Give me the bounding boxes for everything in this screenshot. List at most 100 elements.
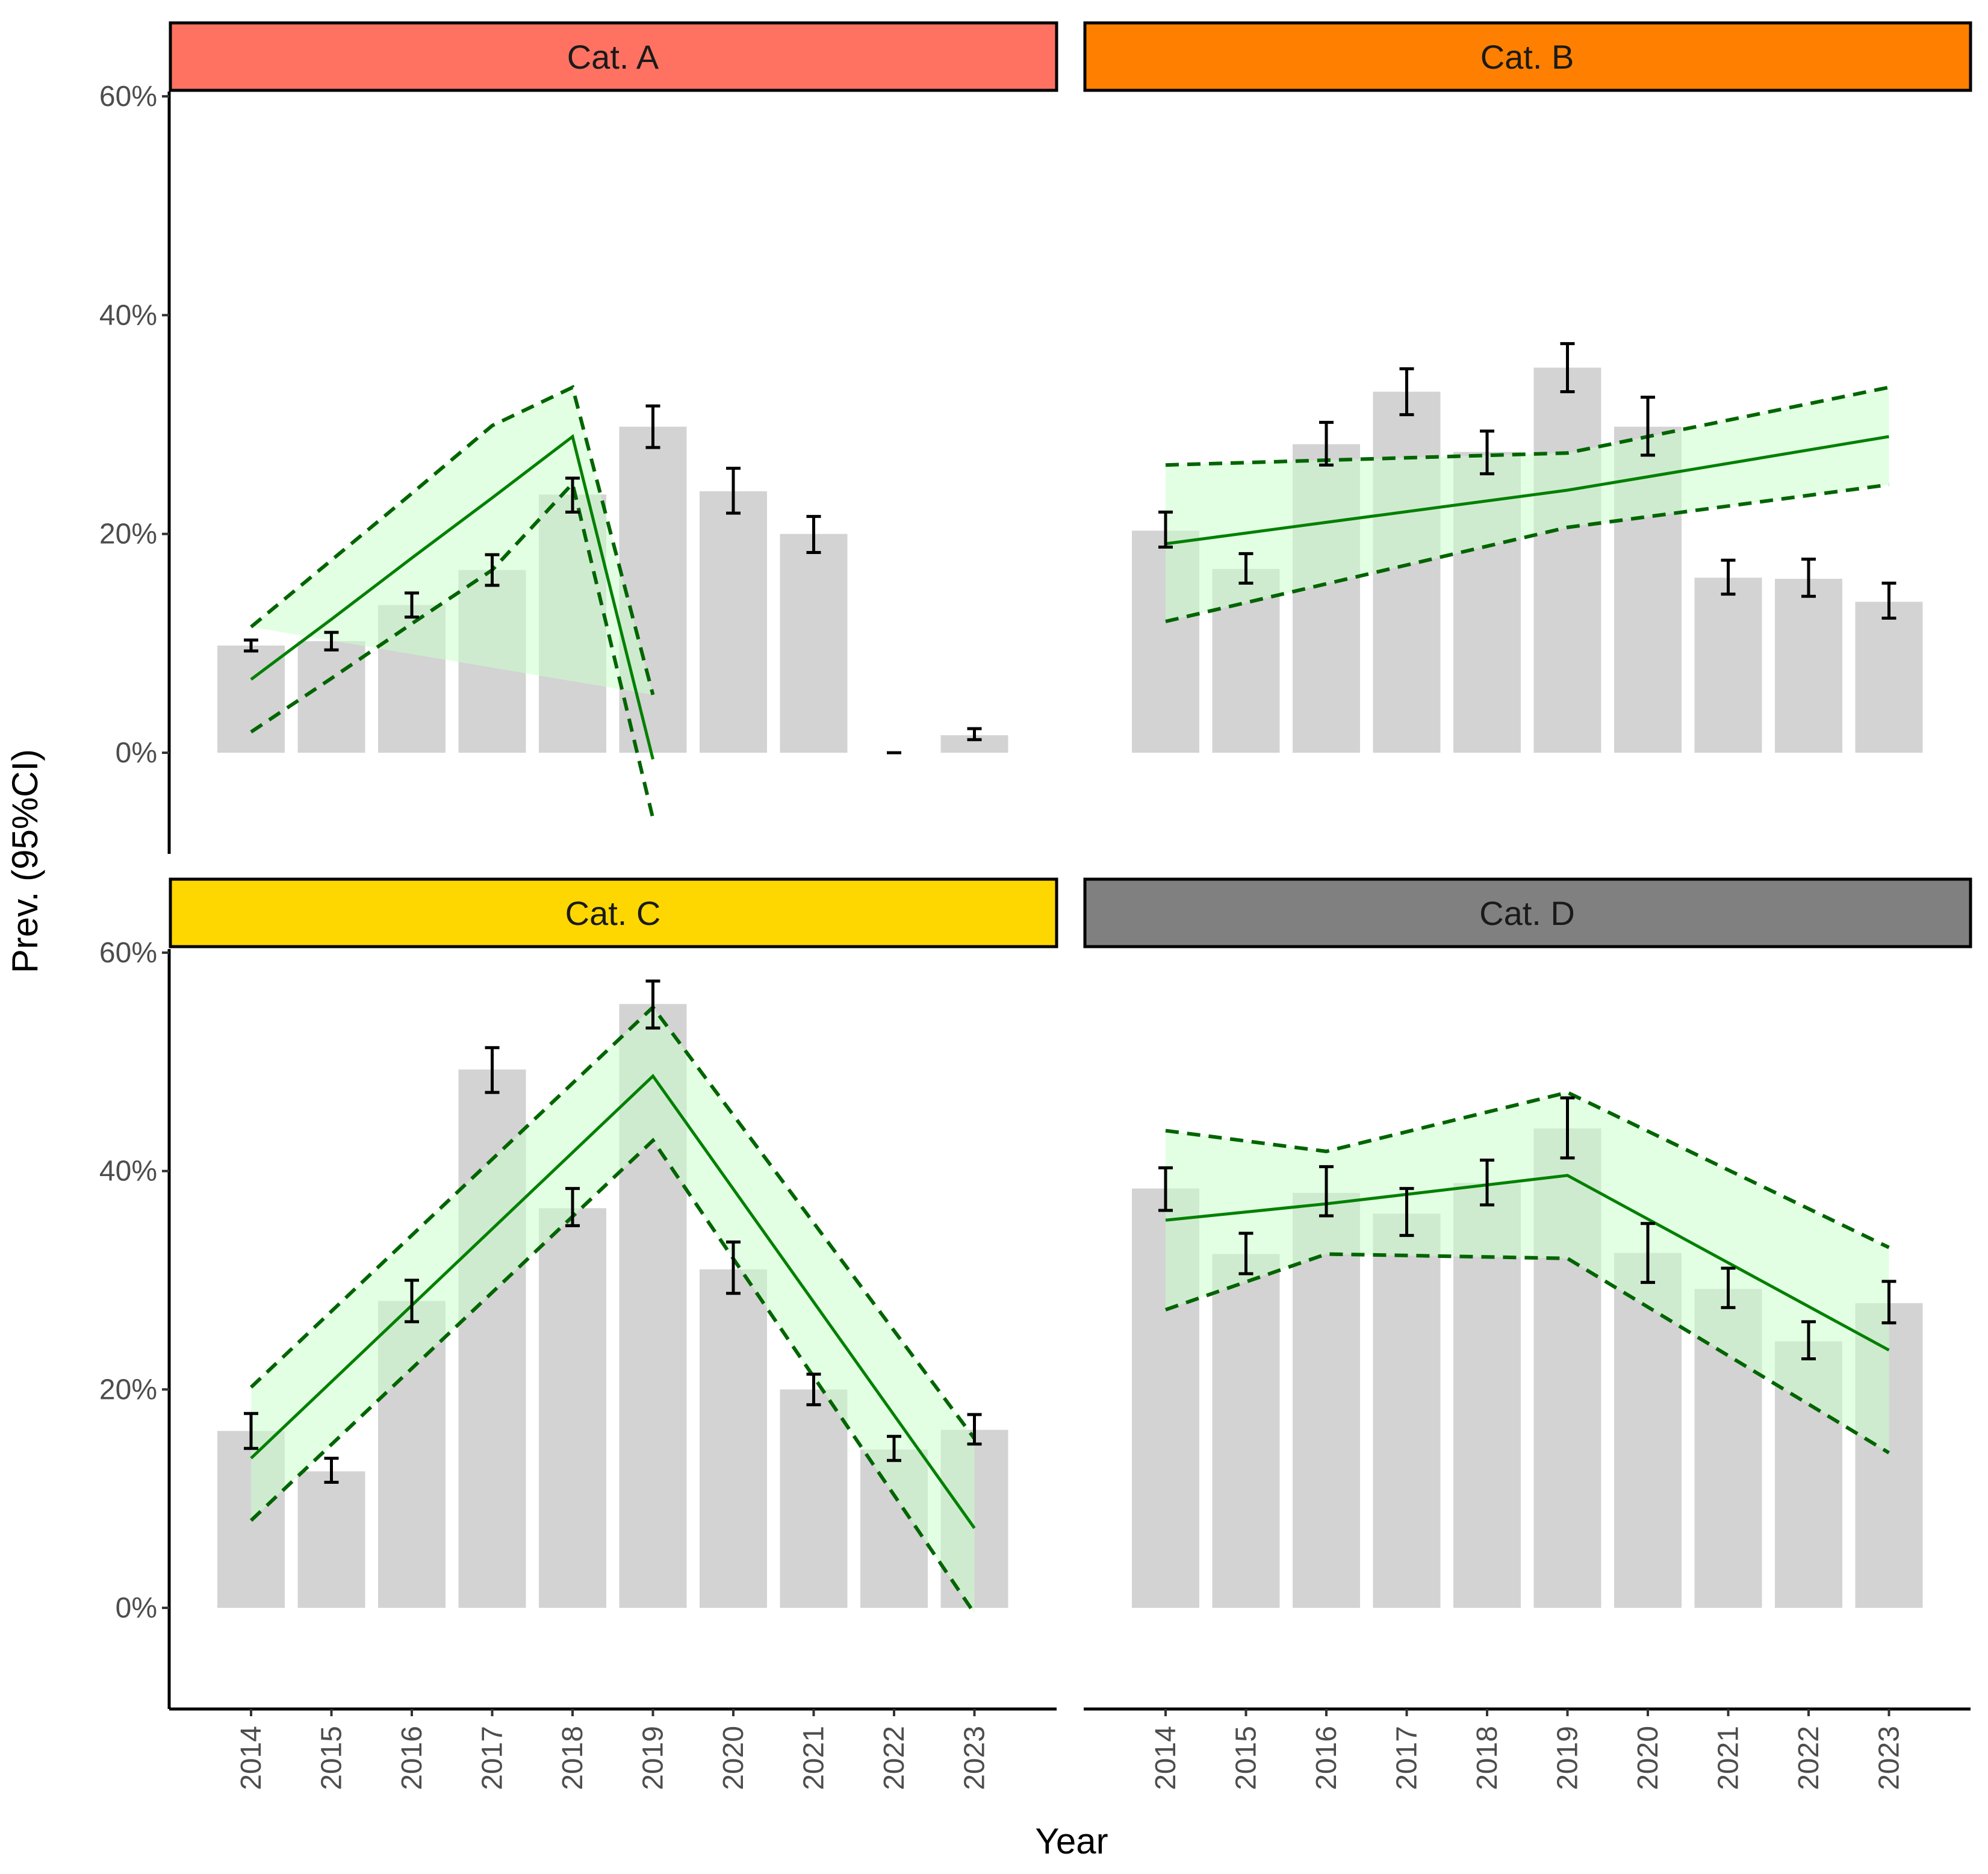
- error-bar: [1721, 1266, 1736, 1309]
- error-bar: [1399, 1187, 1414, 1237]
- error-bar: [1881, 1280, 1896, 1325]
- panel-strip-label: Cat. A: [567, 38, 659, 76]
- error-bar: [887, 1434, 901, 1462]
- x-tick-label: 2019: [638, 1726, 669, 1790]
- error-bar: [324, 630, 339, 652]
- x-tick-label: 2021: [798, 1726, 830, 1790]
- x-tick-label: 2015: [316, 1726, 348, 1790]
- ci-lower-line: [1165, 1252, 1890, 1455]
- error-bar: [1801, 1320, 1816, 1361]
- x-tick-label: 2015: [1231, 1726, 1263, 1790]
- error-bar: [1560, 1096, 1575, 1160]
- x-tick-label: 2016: [1311, 1726, 1343, 1790]
- bar: [1373, 1213, 1441, 1608]
- x-tick-label: 2020: [1632, 1726, 1664, 1790]
- ci-band: [1166, 387, 1889, 621]
- error-bar: [405, 591, 419, 619]
- error-bar: [485, 1046, 500, 1094]
- error-bar: [1480, 429, 1494, 476]
- bar: [1293, 1192, 1360, 1608]
- x-tick-label: 2018: [1471, 1726, 1503, 1790]
- y-tick-label: 40%: [99, 299, 157, 331]
- bar: [700, 1269, 767, 1608]
- x-tick-label: 2022: [1793, 1726, 1825, 1790]
- y-tick-label: 0%: [116, 737, 157, 769]
- bar: [700, 491, 767, 753]
- panels-layer: Cat. A 0% 20% 40% 60% Cat. B Cat. C 0% 20% 40% 60%…: [99, 21, 1972, 1790]
- y-tick-label: 20%: [99, 1374, 157, 1406]
- y-tick-label: 40%: [99, 1156, 157, 1188]
- trend-line: [1165, 1174, 1890, 1352]
- error-bar: [485, 553, 500, 587]
- x-tick-label: 2017: [1391, 1726, 1423, 1790]
- bar: [1533, 367, 1601, 753]
- x-axis-title: Year: [1035, 1821, 1108, 1861]
- error-bar: [726, 1241, 741, 1295]
- ci-upper-line: [1165, 385, 1890, 467]
- trend-line: [1165, 435, 1889, 546]
- error-bar: [405, 1278, 419, 1324]
- error-bar: [1319, 1165, 1334, 1218]
- trend-line: [250, 1074, 976, 1530]
- y-tick-label: 0%: [116, 1592, 157, 1624]
- error-bar: [1881, 581, 1896, 620]
- y-axis-title: Prev. (95%CI): [5, 749, 45, 973]
- ci-lower-line: [249, 1138, 976, 1614]
- error-bar: [1158, 1166, 1173, 1212]
- error-bar: [1801, 557, 1816, 598]
- x-tick-label: 2022: [878, 1726, 910, 1790]
- x-tick-label: 2014: [235, 1726, 267, 1790]
- x-tick-label: 2019: [1552, 1726, 1584, 1790]
- error-bar: [645, 404, 660, 449]
- x-tick-label: 2017: [477, 1726, 509, 1790]
- panel-strip: [1083, 21, 1972, 92]
- ci-band: [251, 1007, 975, 1614]
- ci-band: [251, 387, 653, 695]
- error-bar: [1721, 558, 1736, 596]
- error-bar: [1480, 1159, 1494, 1207]
- error-bar: [1158, 510, 1173, 549]
- error-bar: [806, 1372, 821, 1407]
- error-bar: [1641, 396, 1655, 457]
- error-bar: [645, 979, 660, 1030]
- bar: [297, 641, 365, 753]
- x-tick-label: 2020: [718, 1726, 750, 1790]
- x-tick-label: 2023: [1874, 1726, 1906, 1790]
- error-bar: [967, 727, 982, 741]
- error-bar: [806, 515, 821, 555]
- bar: [539, 1208, 606, 1608]
- panel-cat-c: Cat. C 0% 20% 40% 60% 2014 2015 2016 2017 2018 201…: [99, 877, 1058, 1790]
- bar: [1373, 391, 1441, 753]
- x-tick-label: 2023: [959, 1726, 991, 1790]
- trend-line: [250, 434, 654, 760]
- panel-strip-label: Cat. C: [565, 894, 661, 932]
- panel-cat-b: Cat. B: [1083, 21, 1972, 753]
- error-bar: [244, 638, 258, 653]
- ci-upper-line: [250, 384, 655, 696]
- panel-strip-label: Cat. B: [1480, 38, 1574, 76]
- bar: [1855, 602, 1923, 753]
- x-tick-label: 2018: [557, 1726, 589, 1790]
- error-bar: [324, 1457, 339, 1484]
- x-tick-label: 2021: [1713, 1726, 1745, 1790]
- bar: [1775, 579, 1842, 753]
- x-tick-label: 2016: [396, 1726, 428, 1790]
- y-tick-label: 60%: [99, 81, 157, 113]
- panel-cat-d: Cat. D 2014 2015 2016 2017 2018 2019 2020 2021 20…: [1083, 877, 1972, 1790]
- bar: [297, 1471, 365, 1608]
- error-bar: [565, 1187, 580, 1227]
- error-bar: [967, 1413, 982, 1446]
- panel-strip: [169, 21, 1058, 92]
- ci-lower-line: [250, 479, 655, 819]
- panel-strip: [169, 877, 1058, 948]
- ci-lower-line: [1165, 482, 1889, 623]
- panel-cat-a: Cat. A 0% 20% 40% 60%: [99, 21, 1058, 854]
- error-bar: [565, 476, 580, 514]
- bar: [780, 534, 848, 753]
- error-bar: [244, 1412, 258, 1450]
- ci-upper-line: [1165, 1090, 1890, 1250]
- error-bar: [726, 467, 741, 515]
- bar: [1212, 1254, 1280, 1608]
- x-tick-label: 2014: [1150, 1726, 1182, 1790]
